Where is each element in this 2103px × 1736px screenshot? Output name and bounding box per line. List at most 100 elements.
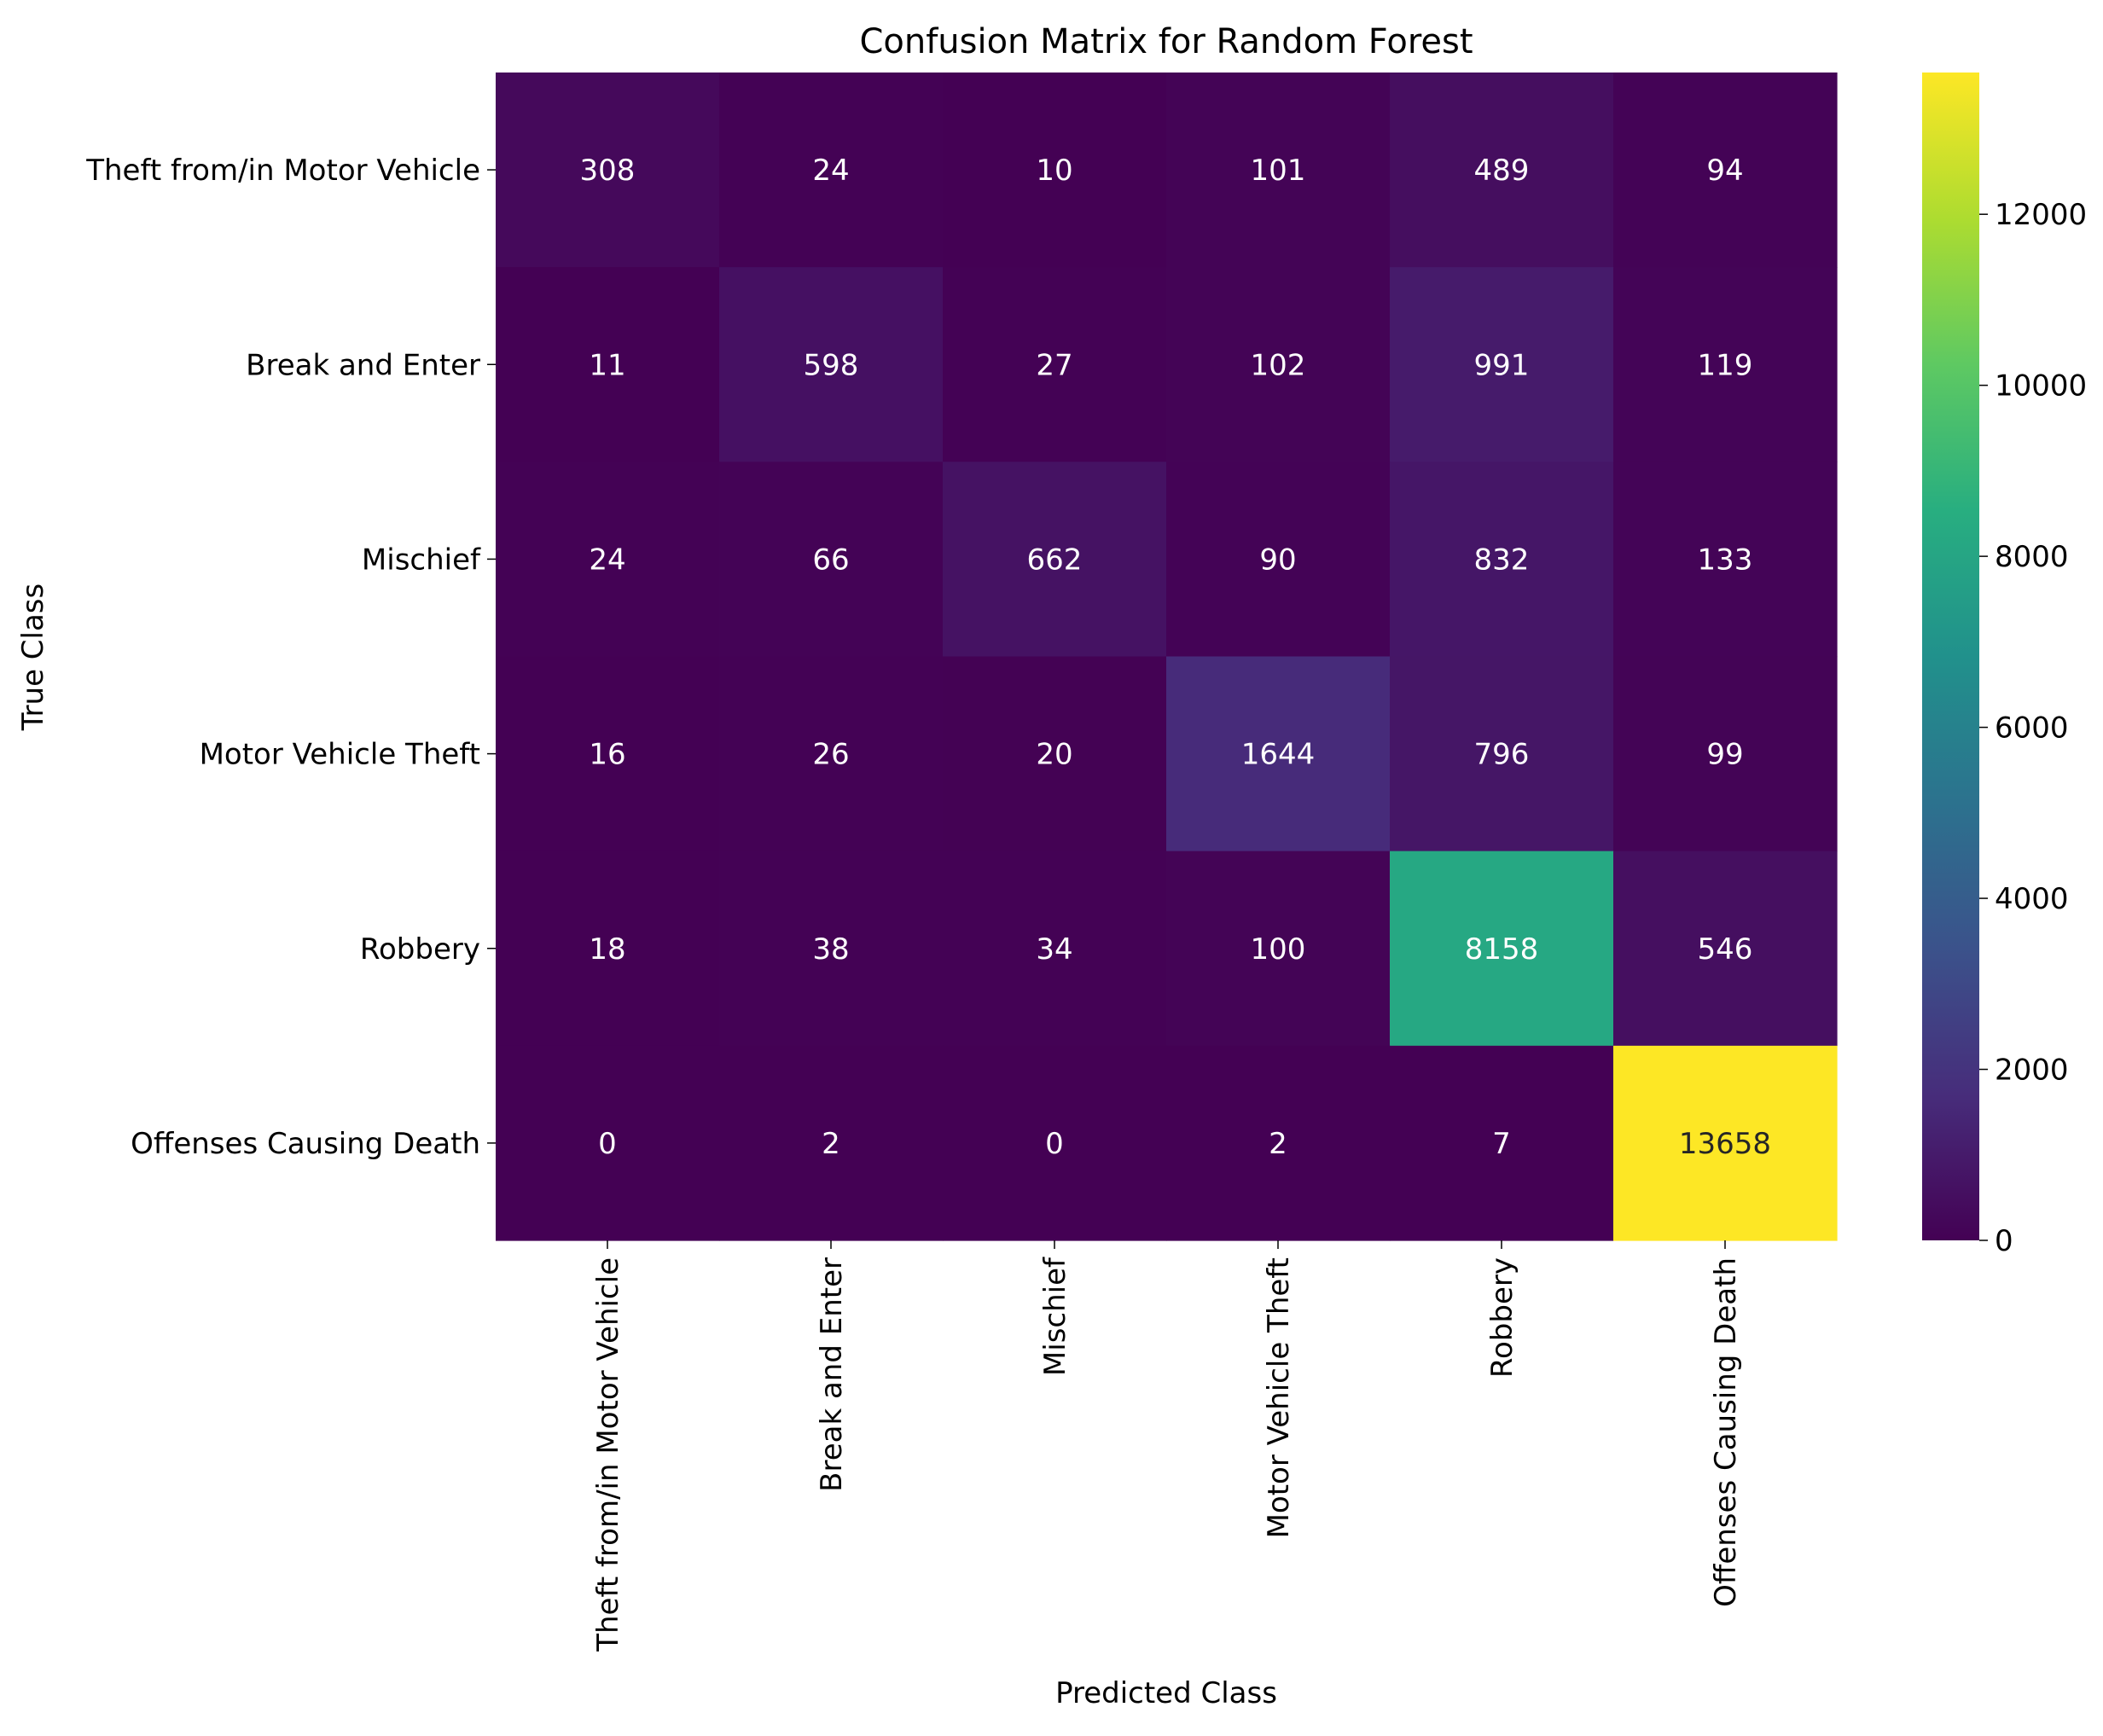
heatmap-cell <box>943 462 1167 658</box>
heatmap-cell <box>496 73 720 268</box>
cell-value: 796 <box>1474 738 1530 772</box>
y-tick-label: Break and Enter <box>246 348 480 382</box>
cell-value: 27 <box>1036 348 1072 382</box>
cell-value: 598 <box>804 348 859 382</box>
cell-value: 991 <box>1474 348 1530 382</box>
cell-value: 11 <box>589 348 625 382</box>
cell-value: 20 <box>1036 738 1072 772</box>
cell-value: 102 <box>1251 348 1306 382</box>
heatmap-cell <box>943 656 1167 852</box>
cell-value: 16 <box>589 738 625 772</box>
cell-value: 90 <box>1259 543 1296 577</box>
heatmap-cell <box>1166 1045 1391 1241</box>
colorbar-tick-label: 6000 <box>1995 711 2069 746</box>
y-tick-label: Mischief <box>362 543 481 577</box>
x-tick-label: Break and Enter <box>815 1257 849 1492</box>
cell-value: 1644 <box>1241 738 1316 772</box>
cell-value: 489 <box>1474 154 1530 188</box>
heatmap-cell <box>1166 851 1391 1047</box>
heatmap-cell <box>496 851 720 1047</box>
y-tick-label: Motor Vehicle Theft <box>200 738 480 772</box>
x-tick-labels: Theft from/in Motor Vehicle Break and Ent… <box>591 1240 1743 1652</box>
cell-value: 546 <box>1698 932 1753 967</box>
heatmap-cell <box>1613 462 1838 658</box>
y-tick-label: Theft from/in Motor Vehicle <box>85 154 480 188</box>
cell-value: 100 <box>1251 932 1306 967</box>
x-tick-label: Mischief <box>1038 1257 1072 1376</box>
cell-value: 133 <box>1698 543 1753 577</box>
cell-value: 24 <box>589 543 625 577</box>
cell-value: 66 <box>812 543 849 577</box>
cell-value: 24 <box>812 154 849 188</box>
cell-value: 34 <box>1036 932 1072 967</box>
x-tick-label: Motor Vehicle Theft <box>1262 1257 1296 1538</box>
heatmap-cell <box>1166 656 1391 852</box>
heatmap-cell <box>1613 1045 1838 1241</box>
heatmap-cell <box>1613 267 1838 462</box>
cell-value: 832 <box>1474 543 1530 577</box>
cell-value: 0 <box>598 1127 617 1161</box>
cell-value: 13658 <box>1679 1127 1771 1161</box>
cell-value: 8158 <box>1465 932 1539 967</box>
x-tick-label: Robbery <box>1485 1257 1519 1378</box>
heatmap-cell <box>719 462 944 658</box>
heatmap-cell <box>719 73 944 268</box>
heatmap-cell <box>719 267 944 462</box>
heatmap-cell <box>496 462 720 658</box>
colorbar-tick-label: 0 <box>1995 1224 2013 1258</box>
heatmap-cell <box>1613 851 1838 1047</box>
cell-value: 94 <box>1706 154 1743 188</box>
cell-value: 0 <box>1045 1127 1064 1161</box>
cell-value: 662 <box>1027 543 1083 577</box>
chart-title: Confusion Matrix for Random Forest <box>859 22 1473 61</box>
heatmap-cell <box>943 1045 1167 1241</box>
x-tick-label: Theft from/in Motor Vehicle <box>591 1257 625 1652</box>
heatmap-cell <box>1390 462 1614 658</box>
cell-value: 7 <box>1492 1127 1511 1161</box>
heatmap-cell <box>1613 73 1838 268</box>
heatmap-cell <box>943 267 1167 462</box>
cell-value: 2 <box>822 1127 840 1161</box>
heatmap-cell <box>496 1045 720 1241</box>
colorbar-tick-label: 8000 <box>1995 540 2069 574</box>
x-tick-label: Offenses Causing Death <box>1709 1257 1743 1607</box>
colorbar-tick-label: 4000 <box>1995 882 2069 916</box>
heatmap-cell <box>1390 1045 1614 1241</box>
heatmap-cell <box>719 1045 944 1241</box>
colorbar-tick-label: 12000 <box>1995 198 2087 232</box>
cell-value: 99 <box>1706 738 1743 772</box>
cell-value: 10 <box>1036 154 1072 188</box>
cell-value: 26 <box>812 738 849 772</box>
colorbar-tick-label: 10000 <box>1995 369 2087 404</box>
heatmap-cell <box>1390 73 1614 268</box>
cell-value: 2 <box>1269 1127 1287 1161</box>
colorbar-ticks: 0 2000 4000 6000 8000 10000 12000 <box>1979 198 2087 1258</box>
y-tick-label: Robbery <box>360 932 480 967</box>
heatmap-cell <box>1166 462 1391 658</box>
heatmap-cell <box>1390 656 1614 852</box>
heatmap-cell <box>943 851 1167 1047</box>
heatmap-cell <box>719 851 944 1047</box>
y-tick-labels: Theft from/in Motor Vehicle Break and Ent… <box>85 154 496 1161</box>
cell-value: 119 <box>1698 348 1753 382</box>
cell-value: 308 <box>580 154 636 188</box>
heatmap-cell <box>719 656 944 852</box>
y-axis-label: True Class <box>16 584 50 731</box>
heatmap-cell <box>496 267 720 462</box>
heatmap-cell <box>1613 656 1838 852</box>
heatmap-cell <box>496 656 720 852</box>
y-tick-label: Offenses Causing Death <box>131 1127 480 1161</box>
colorbar-tick-label: 2000 <box>1995 1054 2069 1088</box>
cell-value: 18 <box>589 932 625 967</box>
cell-value: 38 <box>812 932 849 967</box>
colorbar <box>1922 73 1979 1240</box>
heatmap-cells <box>496 73 1838 1241</box>
heatmap-cell <box>1166 267 1391 462</box>
heatmap-cell <box>1390 267 1614 462</box>
x-axis-label: Predicted Class <box>1055 1676 1277 1710</box>
heatmap-cell <box>1390 851 1614 1047</box>
heatmap-cell <box>943 73 1167 268</box>
heatmap-cell <box>1166 73 1391 268</box>
